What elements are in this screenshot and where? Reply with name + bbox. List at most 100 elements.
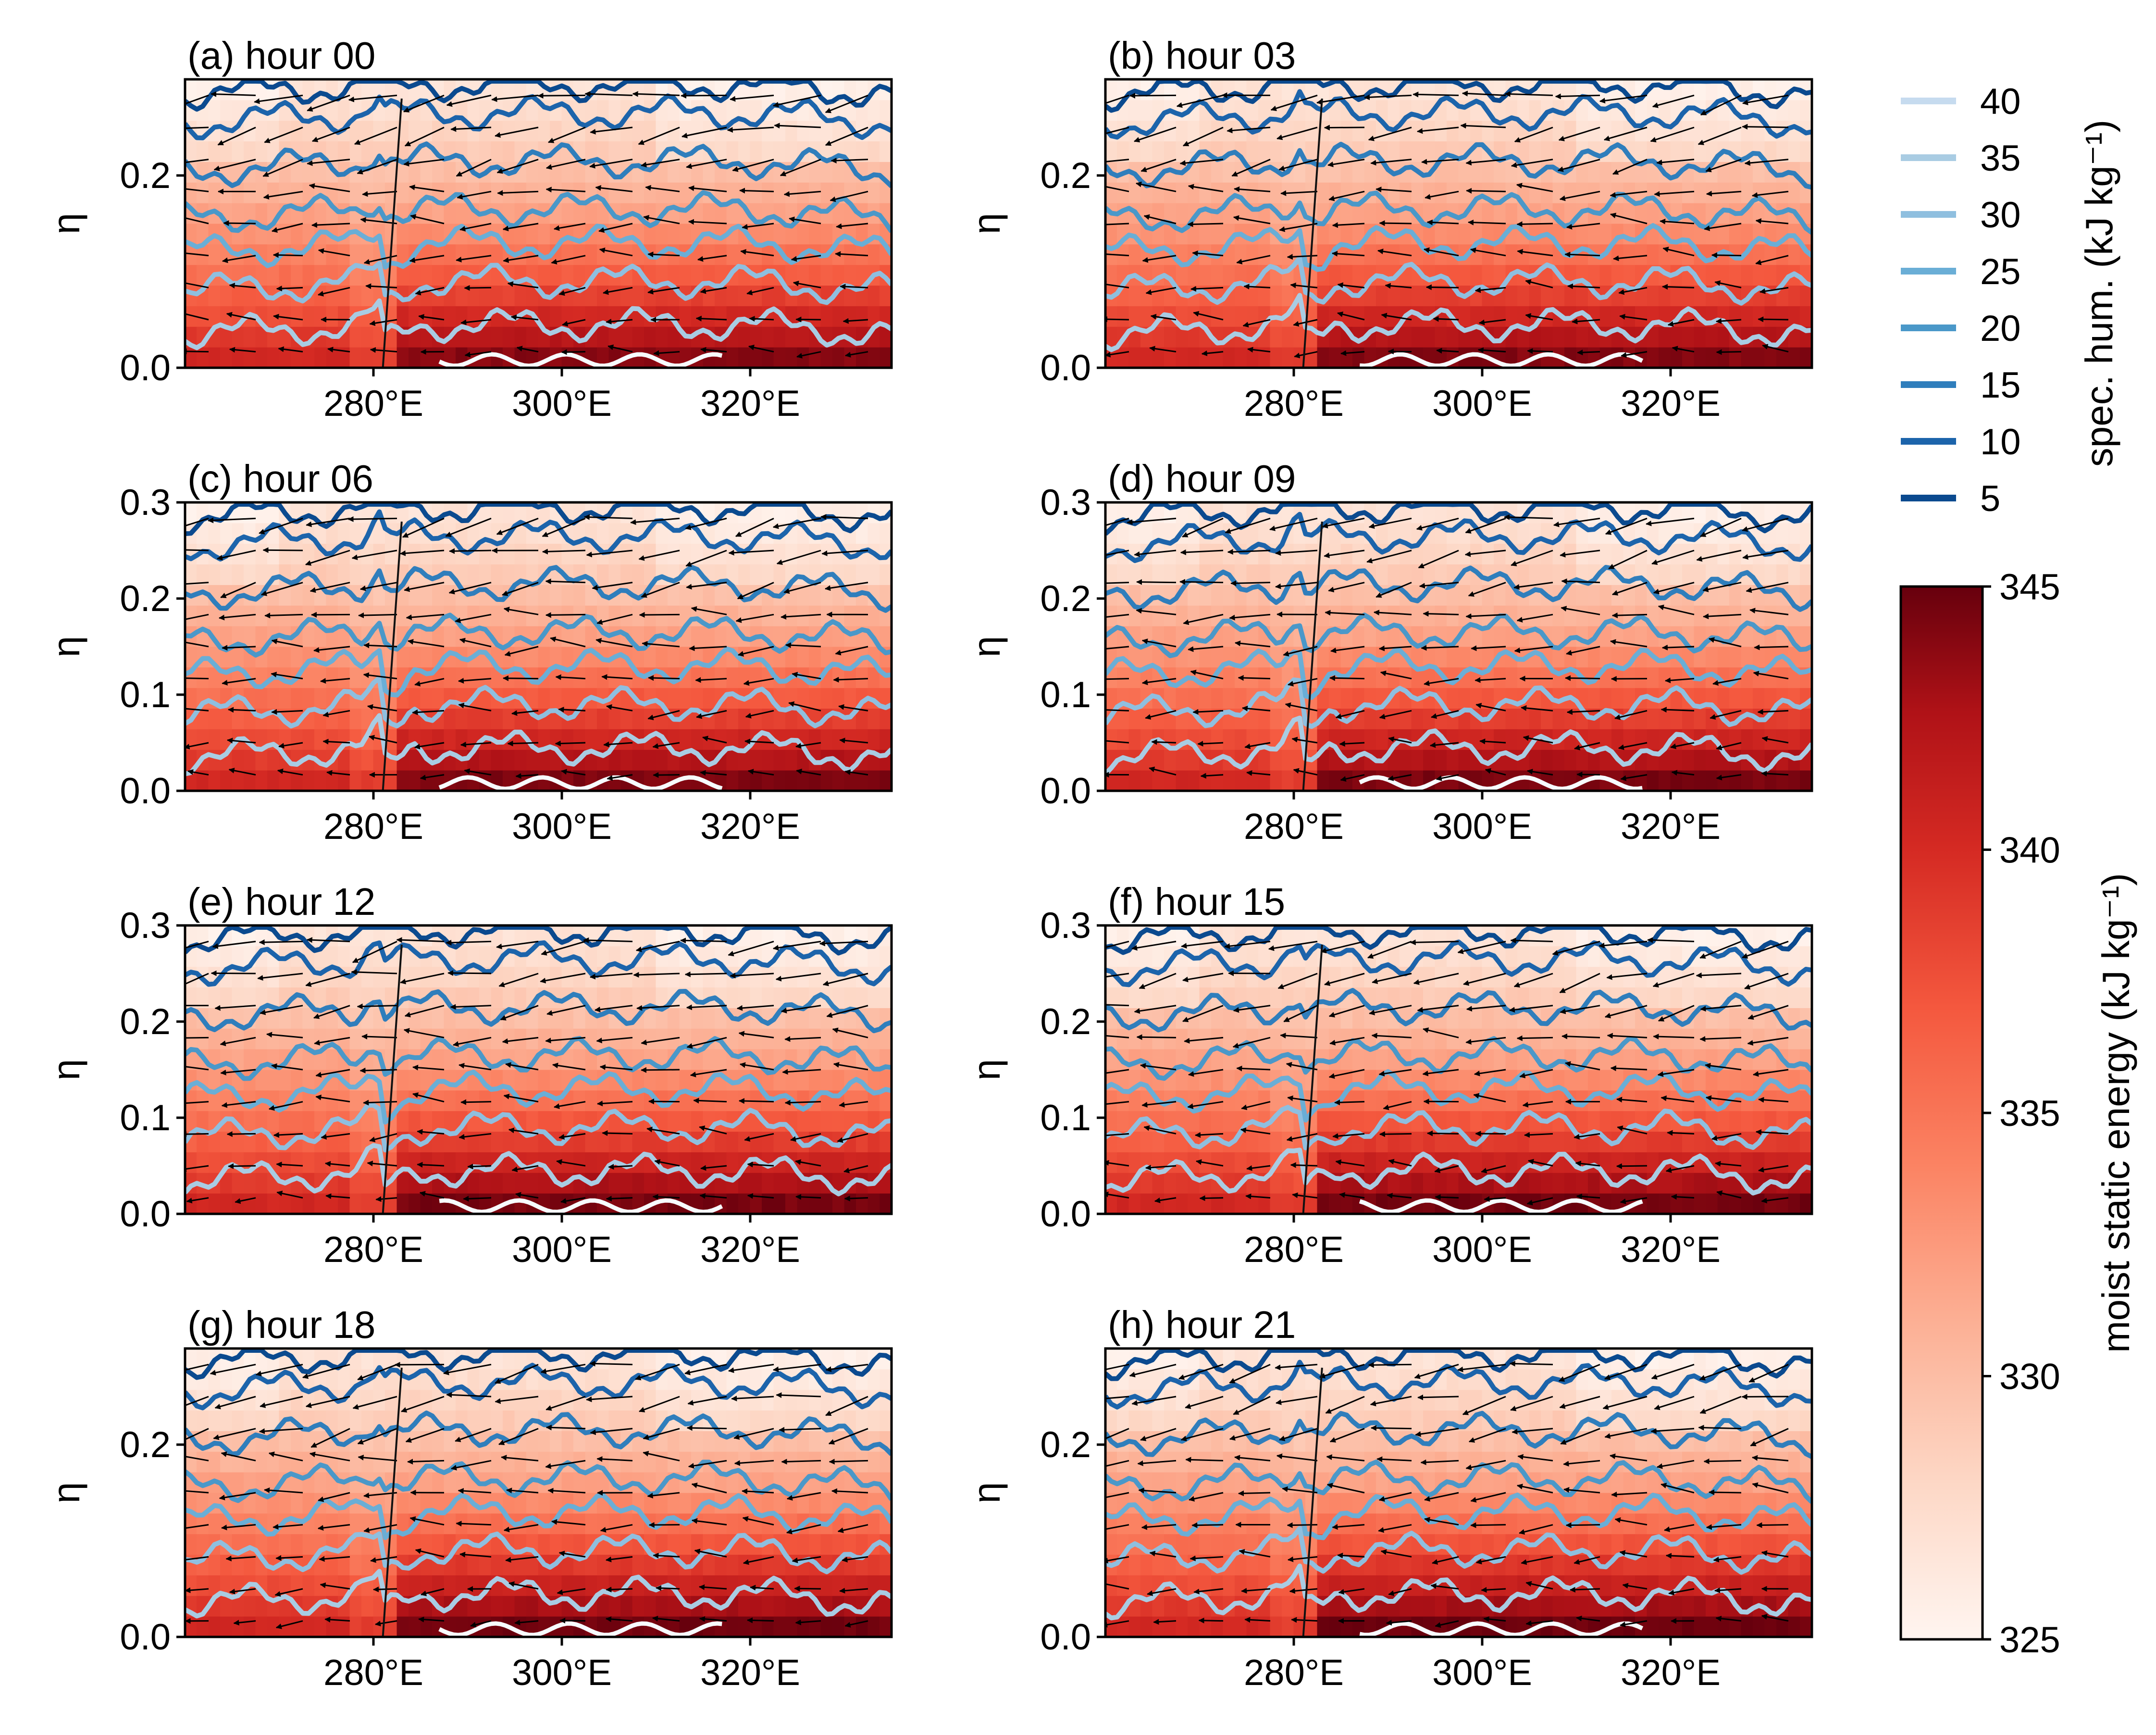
heatmap-cell: [1270, 285, 1282, 306]
heatmap-cell: [1105, 182, 1117, 203]
heatmap-cell: [491, 285, 503, 306]
heatmap-cell: [644, 1131, 657, 1152]
heatmap-cell: [420, 1151, 433, 1173]
heatmap-cell: [1694, 120, 1706, 142]
heatmap-cell: [1282, 770, 1294, 791]
heatmap-cell: [538, 646, 550, 668]
heatmap-cell: [620, 987, 633, 1008]
heatmap-cell: [491, 987, 503, 1008]
heatmap-cell: [409, 1069, 421, 1091]
heatmap-cell: [573, 244, 586, 265]
heatmap-cell: [1164, 605, 1177, 626]
heatmap-cell: [620, 708, 633, 729]
heatmap-cell: [538, 966, 550, 988]
heatmap-cell: [1788, 708, 1800, 729]
heatmap-cell: [514, 285, 527, 306]
heatmap-cell: [668, 161, 680, 183]
heatmap-cell: [503, 100, 515, 121]
heatmap-cell: [691, 584, 704, 606]
heatmap-cell: [773, 347, 786, 368]
wind-arrow: [211, 970, 256, 976]
heatmap-cell: [1447, 120, 1459, 142]
heatmap-cell: [656, 326, 668, 348]
heatmap-cell: [538, 1172, 550, 1194]
heatmap-cell: [620, 564, 633, 585]
heatmap-cell: [1199, 584, 1212, 606]
heatmap-cell: [773, 564, 786, 585]
x-tick-label: 300°E: [512, 383, 612, 424]
heatmap-cell: [479, 667, 492, 688]
heatmap-cell: [232, 285, 244, 306]
heatmap-cell: [1611, 728, 1624, 750]
heatmap-cell: [467, 966, 480, 988]
heatmap-cell: [232, 1193, 244, 1214]
heatmap-cell: [1670, 285, 1683, 306]
heatmap-cell: [1494, 625, 1506, 647]
heatmap-cell: [503, 1131, 515, 1152]
heatmap-cell: [1270, 141, 1282, 162]
wind-arrow: [1576, 772, 1600, 778]
heatmap-cell: [1682, 141, 1695, 162]
heatmap-cell: [1235, 347, 1247, 368]
heatmap-cell: [349, 347, 362, 368]
heatmap-cell: [703, 244, 715, 265]
heatmap-cell: [608, 1172, 621, 1194]
heatmap-cell: [773, 326, 786, 348]
heatmap-cell: [867, 141, 880, 162]
heatmap-cell: [1352, 728, 1365, 750]
heatmap-cell: [255, 1028, 268, 1049]
heatmap-cell: [644, 543, 657, 565]
heatmap-cell: [514, 543, 527, 565]
wind-arrow: [310, 612, 350, 618]
heatmap-cell: [267, 749, 280, 771]
heatmap-cell: [797, 223, 809, 245]
heatmap-cell: [432, 1151, 445, 1173]
heatmap-cell: [220, 285, 233, 306]
heatmap-cell: [762, 182, 774, 203]
heatmap-cell: [726, 1028, 739, 1049]
heatmap-cell: [773, 141, 786, 162]
heatmap-cell: [197, 141, 209, 162]
heatmap-cell: [1211, 223, 1224, 245]
heatmap-cell: [1388, 708, 1400, 729]
heatmap-cell: [255, 564, 268, 585]
heatmap-cell: [820, 347, 833, 368]
heatmap-cell: [1352, 584, 1365, 606]
heatmap-cell: [338, 987, 350, 1008]
heatmap-cell: [750, 182, 762, 203]
heatmap-cell: [291, 1151, 303, 1173]
heatmap-cell: [326, 605, 338, 626]
heatmap-cell: [220, 141, 233, 162]
heatmap-cell: [1305, 543, 1318, 565]
heatmap-cell: [514, 708, 527, 729]
heatmap-cell: [1152, 285, 1165, 306]
heatmap-cell: [880, 728, 892, 750]
y-tick-label: 0.3: [1040, 482, 1091, 523]
heatmap-cell: [302, 625, 315, 647]
heatmap-cell: [726, 1131, 739, 1152]
heatmap-cell: [573, 1007, 586, 1029]
heatmap-cell: [1800, 564, 1812, 585]
wind-arrow: [1129, 92, 1177, 99]
heatmap-cell: [208, 708, 221, 729]
heatmap-cell: [880, 141, 892, 162]
heatmap-cell: [255, 141, 268, 162]
heatmap-cell: [349, 285, 362, 306]
heatmap-cell: [1435, 182, 1447, 203]
heatmap-cell: [491, 749, 503, 771]
heatmap-cell: [1211, 728, 1224, 750]
heatmap-cell: [1552, 326, 1565, 348]
heatmap-cell: [656, 605, 668, 626]
heatmap-cell: [1635, 141, 1648, 162]
heatmap-cell: [279, 1193, 291, 1214]
wind-arrow: [602, 1130, 633, 1136]
heatmap-cell: [1694, 770, 1706, 791]
heatmap-cell: [1576, 749, 1588, 771]
heatmap-cell: [1729, 770, 1742, 791]
heatmap-cell: [1694, 543, 1706, 565]
heatmap-cell: [1517, 605, 1530, 626]
heatmap-cell: [1317, 182, 1329, 203]
heatmap-cell: [585, 667, 597, 688]
heatmap-cell: [491, 1172, 503, 1194]
